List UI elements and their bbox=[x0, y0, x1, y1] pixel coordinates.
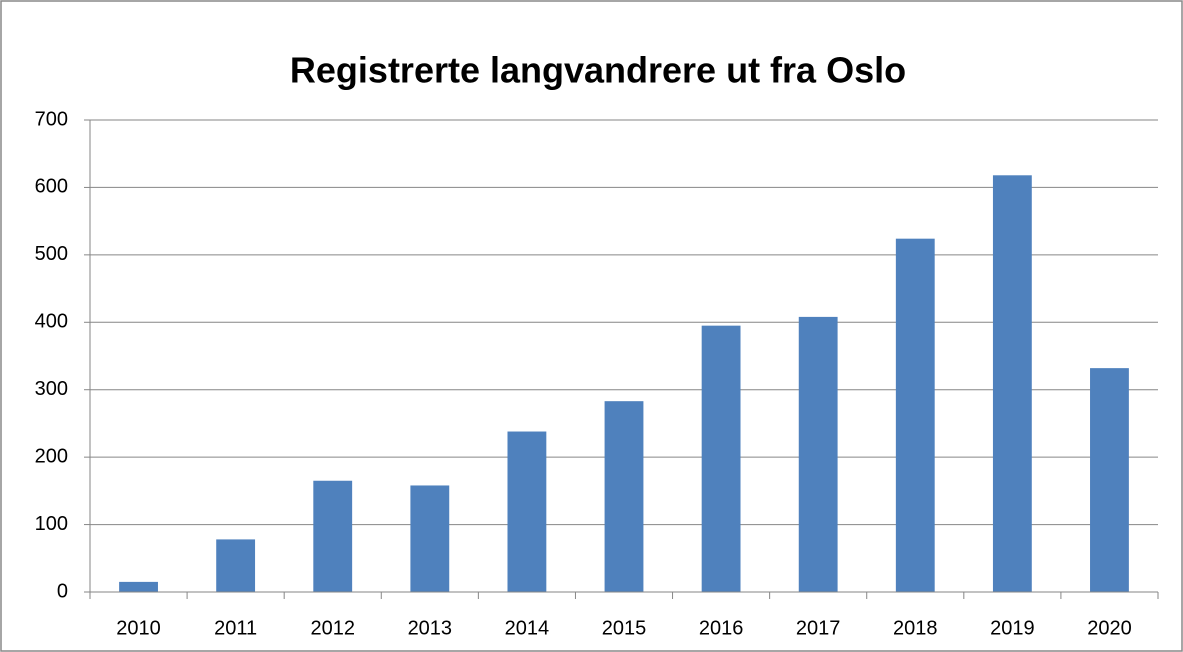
bar bbox=[798, 316, 838, 592]
y-tick-label: 100 bbox=[35, 513, 68, 535]
bar bbox=[895, 238, 935, 592]
x-tick-label: 2017 bbox=[796, 617, 841, 639]
bar bbox=[507, 431, 547, 592]
y-tick-label: 200 bbox=[35, 445, 68, 467]
y-tick-label: 500 bbox=[35, 243, 68, 265]
bar bbox=[410, 485, 450, 592]
x-tick-label: 2016 bbox=[699, 617, 744, 639]
y-tick-label: 400 bbox=[35, 311, 68, 333]
bar bbox=[1090, 368, 1129, 592]
x-tick-label: 2020 bbox=[1087, 617, 1132, 639]
bar bbox=[701, 325, 741, 592]
bar bbox=[604, 401, 644, 592]
x-tick-label: 2012 bbox=[310, 617, 355, 639]
x-tick-label: 2010 bbox=[116, 617, 161, 639]
x-tick-label: 2011 bbox=[214, 617, 257, 639]
x-tick-label: 2014 bbox=[505, 617, 550, 639]
x-tick-label: 2018 bbox=[893, 617, 938, 639]
chart-title: Registrerte langvandrere ut fra Oslo bbox=[290, 50, 906, 91]
y-tick-label: 300 bbox=[35, 378, 68, 400]
y-tick-label: 0 bbox=[57, 580, 68, 602]
x-tick-label: 2019 bbox=[990, 617, 1035, 639]
y-tick-label: 700 bbox=[35, 108, 68, 130]
x-tick-label: 2013 bbox=[408, 617, 453, 639]
y-tick-label: 600 bbox=[35, 176, 68, 198]
bar bbox=[313, 480, 353, 592]
x-tick-label: 2015 bbox=[602, 617, 647, 639]
bar bbox=[216, 539, 256, 592]
bar bbox=[992, 175, 1032, 592]
bar bbox=[119, 581, 158, 592]
